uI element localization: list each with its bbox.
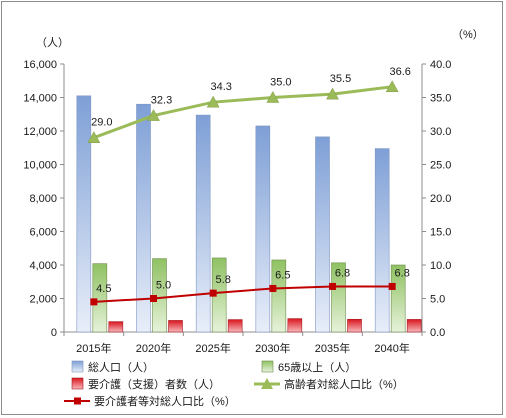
total-population-bar [374,148,390,333]
right-tick-label: 10.0 [430,260,451,272]
left-tick-label: 16,000 [23,59,57,71]
total-population-bar [76,95,92,333]
aging-ratio-data-label: 32.3 [151,95,172,107]
x-tick-label: 2025年 [195,341,230,355]
care-ratio-marker [329,282,336,290]
legend-aging-ratio: 高齢者対総人口比（%） [254,377,404,391]
x-tick-label: 2030年 [255,341,290,355]
right-tick-label: 25.0 [430,160,451,172]
legend-care-needed-swatch [71,377,84,390]
legend-care-ratio-swatch-marker [74,397,81,405]
care-needed-bar [227,319,243,333]
legend-age65-label: 65歳以上（人） [278,361,356,374]
aging-ratio-line [93,85,393,140]
aging-ratio-data-label: 34.3 [210,81,231,93]
aging-ratio-data-label: 35.5 [330,73,351,85]
age65-bar [271,259,287,333]
age65-bar [390,264,406,333]
care-ratio-data-label: 6.8 [395,267,410,279]
left-tick-label: 10,000 [23,160,57,172]
x-tick-label: 2035年 [315,341,350,355]
legend-age65: 65歳以上（人） [261,360,356,374]
aging-ratio-data-label: 36.6 [389,66,410,78]
aging-ratio-marker [87,131,101,143]
age65-bar [92,263,108,333]
care-ratio-line [93,285,393,303]
right-tick-label: 40.0 [430,59,451,71]
age65-bar [331,262,346,333]
legend-care-ratio-label: 要介護者等対総人口比（%） [94,394,236,408]
care-ratio-marker [388,282,396,290]
legend-age65-swatch [261,360,274,373]
aging-ratio-data-label: 29.0 [91,117,112,129]
care-ratio-marker [90,298,98,306]
care-needed-bar [347,318,362,333]
care-needed-bar [108,321,124,333]
total-population-bar [315,136,330,333]
left-axis-unit: （人） [36,36,69,49]
aging-ratio-marker [385,80,399,93]
aging-ratio-marker [326,87,339,100]
aging-ratio-marker [147,109,160,121]
left-tick-label: 4,000 [29,260,57,272]
left-tick-label: 12,000 [23,126,57,138]
left-tick-label: 6,000 [29,227,57,239]
care-ratio-data-label: 5.8 [216,274,231,286]
right-tick-label: 30.0 [430,126,451,138]
x-tick-label: 2015年 [76,341,111,355]
left-tick-label: 8,000 [29,193,57,205]
care-ratio-data-label: 6.5 [275,269,290,281]
right-tick-label: 35.0 [430,93,451,105]
right-tick-label: 5.0 [430,294,445,306]
care-needed-bar [287,318,303,333]
total-population-bar [136,103,151,333]
bars [76,95,422,333]
left-tick-label: 14,000 [23,93,57,105]
x-tick-label: 2040年 [374,341,409,355]
care-ratio-data-label: 6.8 [335,267,350,279]
care-ratio-marker [209,289,217,297]
total-population-bar [255,125,271,333]
legend-care-needed: 要介護（支援）者数（人） [71,377,220,391]
left-tick-label: 2,000 [29,294,57,306]
right-tick-label: 0.0 [430,327,445,339]
x-tick-label: 2020年 [136,341,171,355]
aging-ratio-marker [206,95,220,108]
legend-care-needed-label: 要介護（支援）者数（人） [88,377,220,391]
care-ratio-marker [150,295,157,302]
care-ratio-data-label: 4.5 [96,283,111,295]
right-tick-label: 20.0 [430,193,451,205]
care-needed-bar [406,319,422,333]
legend-total-population: 総人口（人） [71,360,154,374]
lines [87,80,399,306]
right-axis-unit: （%） [452,28,484,41]
legend-care-ratio: 要介護者等対総人口比（%） [64,394,236,408]
legend-aging-ratio-label: 高齢者対総人口比（%） [284,377,404,391]
axes: 0 2,000 4,000 6,000 8,000 10,000 12,000 14,000 1… [23,28,483,355]
legend-total-population-label: 総人口（人） [88,360,154,374]
aging-ratio-data-label: 35.0 [270,77,291,89]
legend: 総人口（人） 65歳以上（人） 要介護（支援）者数（人） 高齢者対総人口比（%） 要介護… [64,360,404,408]
left-tick-label: 0 [51,327,57,339]
legend-total-population-swatch [71,360,84,373]
right-tick-label: 15.0 [430,227,451,239]
total-population-bar [195,114,211,333]
care-needed-bar [168,320,183,333]
data-labels: 29.0 32.3 34.3 35.0 35.5 36.6 4.5 5.0 5.8 6.5 6.8 6… [91,66,411,295]
care-ratio-data-label: 5.0 [156,280,171,292]
aging-ratio-marker [266,90,280,103]
legend-aging-ratio-swatch-marker [261,378,273,389]
care-ratio-marker [269,284,277,292]
